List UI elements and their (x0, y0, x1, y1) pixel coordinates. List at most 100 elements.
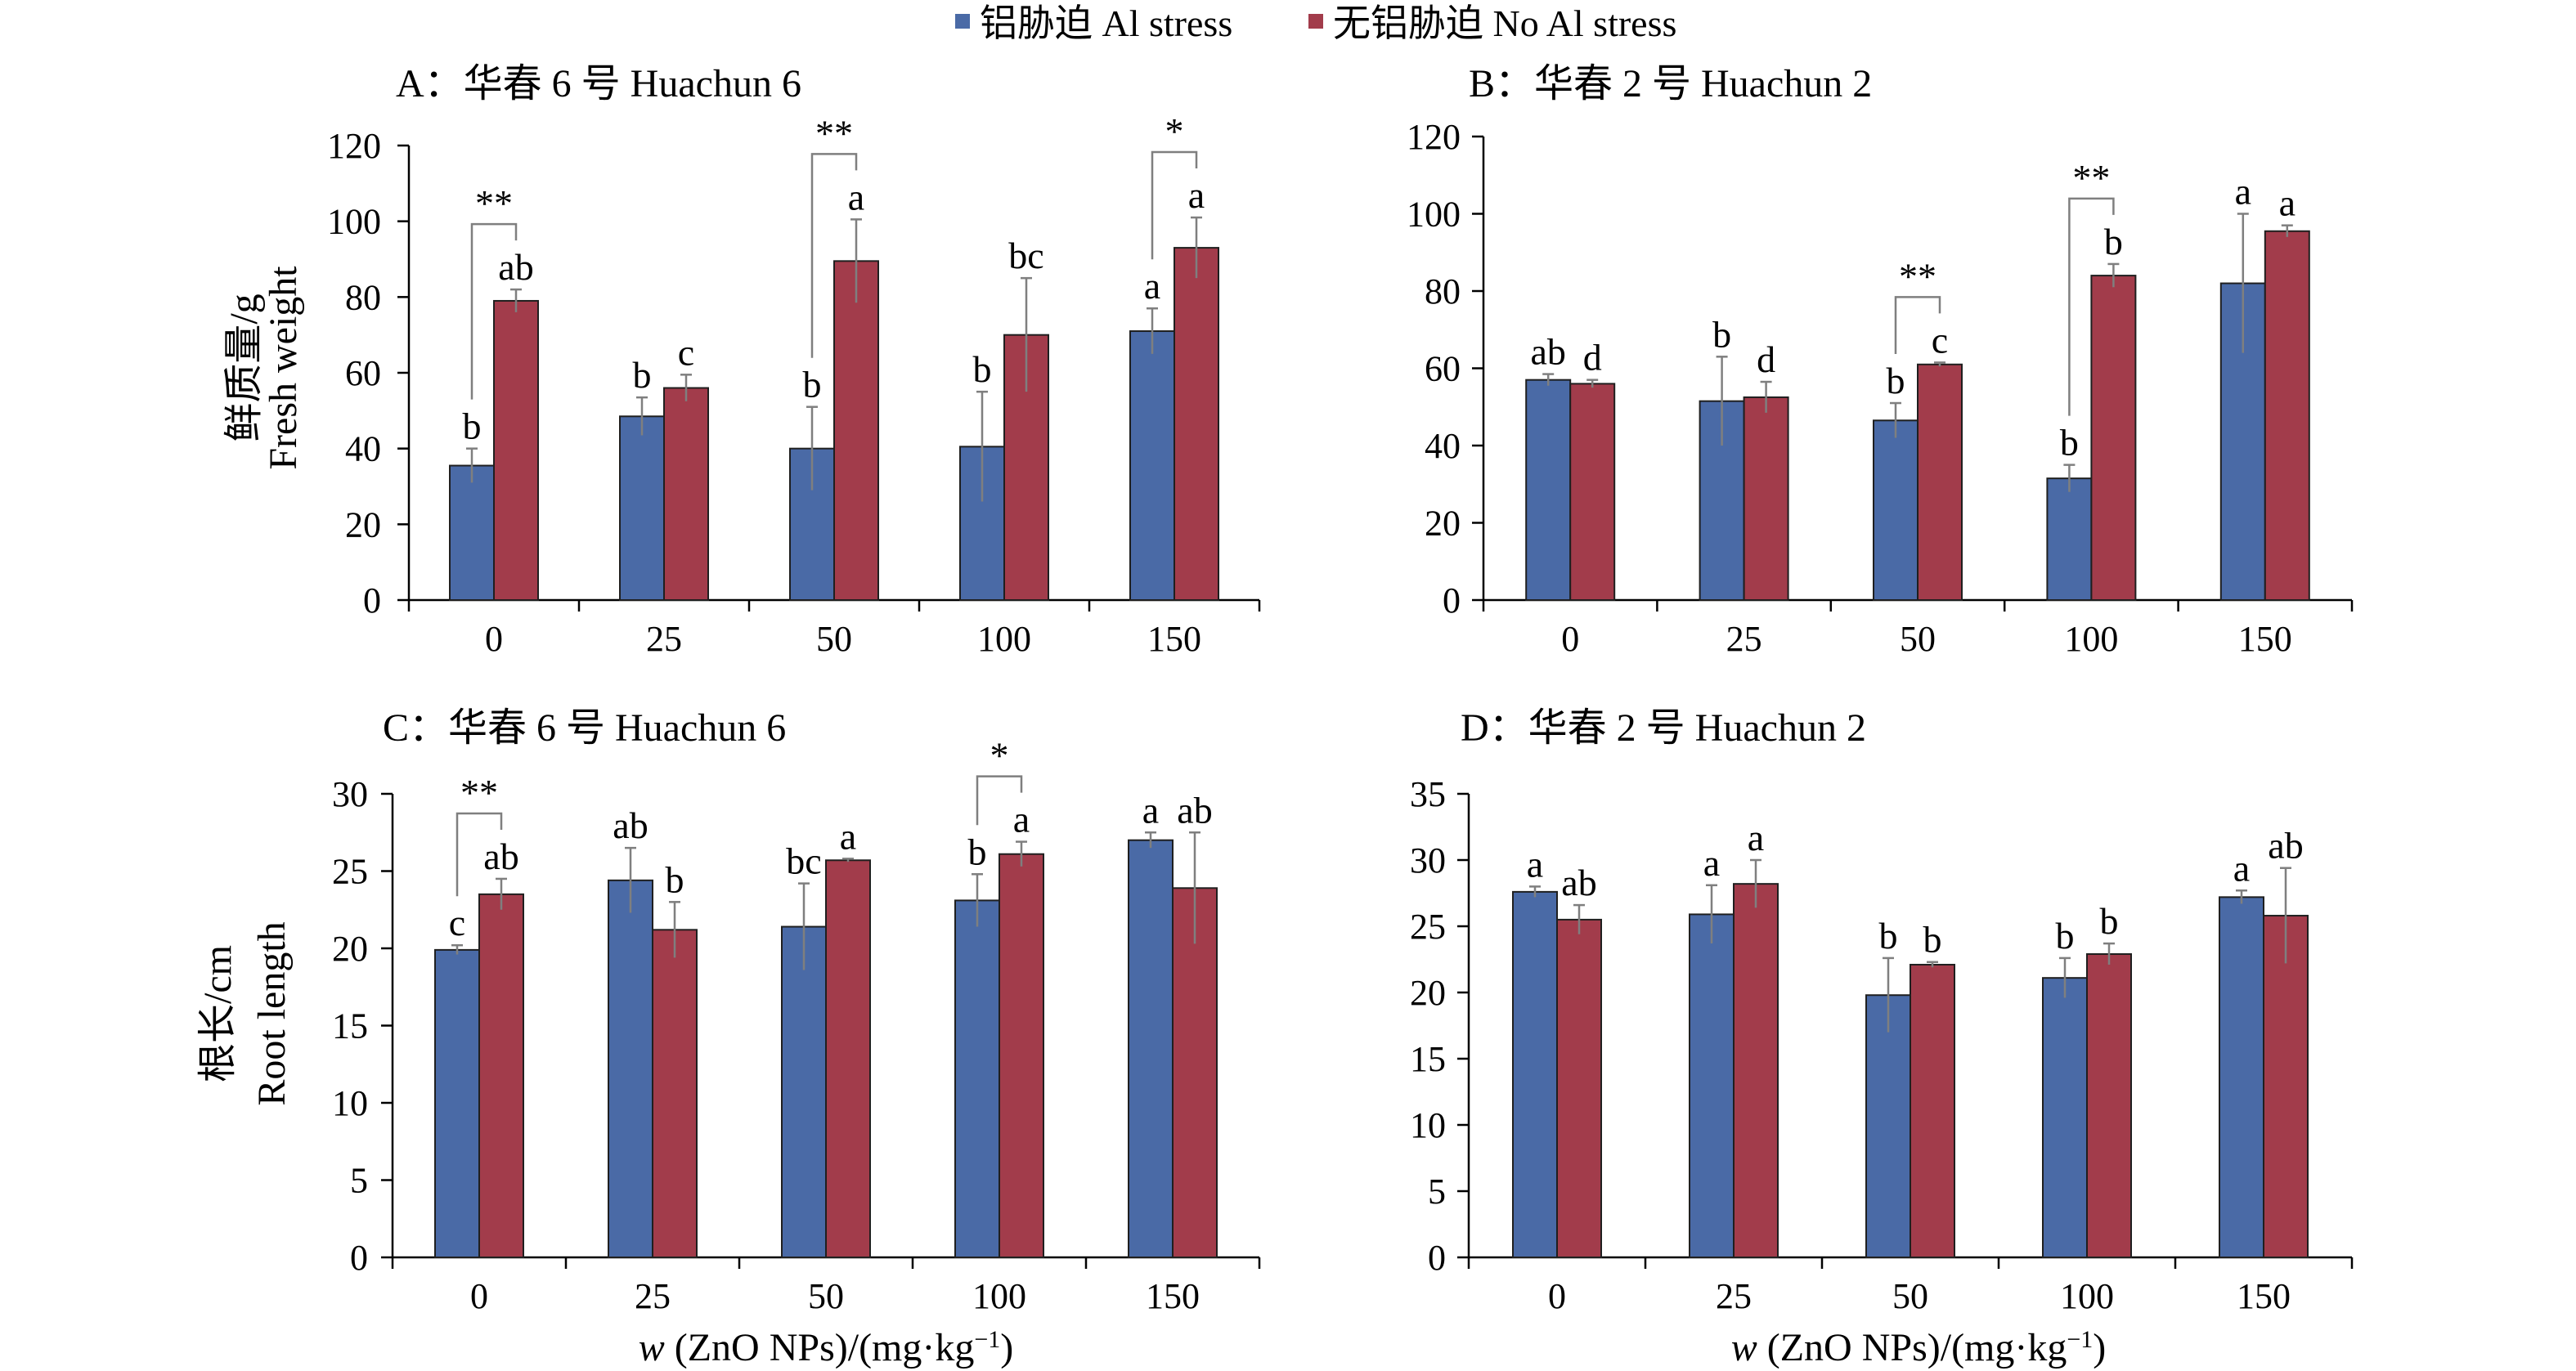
panel-d-xtick-label: 100 (2060, 1276, 2114, 1316)
panel-b-bar-no-al-stress (2090, 275, 2137, 601)
panel-c-ytick-label: 30 (332, 774, 368, 814)
x-axis-label-left: w (ZnO NPs)/(mg·kg−1) (639, 1326, 1014, 1370)
panel-d-xtick-label: 0 (1548, 1276, 1566, 1316)
panel-a-significance-letter: c (678, 331, 694, 373)
panel-b-xtick-label: 100 (2064, 619, 2118, 659)
panel-c-significance-bracket (456, 812, 503, 897)
panel-d-bar-no-al-stress (1556, 918, 1602, 1259)
panel-a-xtick-label: 0 (485, 619, 503, 659)
panel-a-significance-stars: ** (475, 182, 513, 224)
legend-label-no-al-stress: 无铝胁迫 No Al stress (1333, 2, 1676, 44)
panel-b-bar-no-al-stress (1917, 363, 1963, 601)
panel-c-significance-letter: b (968, 831, 987, 872)
panel-c-ytick-label: 15 (332, 1006, 368, 1046)
panel-b-significance-letter: a (2235, 171, 2251, 213)
panel-a-bar-no-al-stress (493, 299, 539, 601)
panel-b-significance-letter: ab (1530, 331, 1565, 373)
panel-c-bar-al-stress (608, 879, 653, 1258)
panel-d-xtick-label: 150 (2237, 1276, 2291, 1316)
panel-c-xtick-label: 50 (808, 1276, 844, 1316)
panel-d-ytick-label: 35 (1410, 774, 1446, 814)
panel-b-ytick-label: 120 (1407, 117, 1461, 157)
panel-d-significance-letter: a (1527, 843, 1543, 885)
panel-a-significance-letter: ab (498, 246, 533, 288)
panel-b-ytick-label: 100 (1407, 195, 1461, 235)
panel-d-significance-letter: ab (2268, 825, 2303, 867)
panel-d-bar-al-stress (1689, 913, 1735, 1259)
panel-a-significance-letter: a (1144, 265, 1160, 307)
panel-b-significance-letter: a (2279, 182, 2296, 224)
panel-c-significance-letter: a (1142, 789, 1159, 831)
panel-c-bar-al-stress (781, 925, 827, 1259)
panel-c-xtick-label: 100 (972, 1276, 1026, 1316)
panel-c-significance-letter: ab (483, 836, 518, 877)
panel-b-significance-bracket (1894, 296, 1941, 355)
panel-a-significance-letter: b (803, 364, 822, 405)
panel-d-significance-letter: a (2233, 847, 2250, 889)
panel-d-ytick-label: 20 (1410, 973, 1446, 1013)
panel-d-xtick-label: 50 (1892, 1276, 1928, 1316)
panel-c-ytick-label: 0 (350, 1238, 368, 1278)
panel-a-significance-letter: b (463, 405, 482, 447)
panel-b-significance-letter: c (1932, 319, 1948, 361)
panel-c-significance-letter: b (666, 858, 684, 900)
panel-a-bar-no-al-stress (663, 387, 709, 601)
panel-a-title: A：华春 6 号 Huachun 6 (396, 62, 801, 105)
panel-d-bar-al-stress (2219, 896, 2264, 1258)
panel-b-title: B：华春 2 号 Huachun 2 (1469, 62, 1872, 105)
panel-c-bar-no-al-stress (999, 853, 1044, 1258)
panel-a-significance-bracket (470, 222, 518, 400)
panel-d-ytick-label: 25 (1410, 907, 1446, 947)
panel-b-bar-no-al-stress (1569, 383, 1616, 601)
panel-a-ytick-label: 60 (345, 353, 381, 393)
legend: 铝胁迫 Al stress 无铝胁迫 No Al stress (955, 2, 1676, 44)
panel-a-ytick-label: 120 (327, 126, 381, 166)
panel-a-significance-stars: * (1165, 110, 1184, 152)
panel-d-significance-letter: b (2100, 900, 2119, 942)
panel-b-bar-no-al-stress (1743, 396, 1789, 601)
panel-c-significance-stars: ** (460, 772, 498, 813)
panel-c-ytick-label: 20 (332, 929, 368, 969)
panel-c-significance-letter: c (449, 902, 465, 943)
panel-b-significance-letter: d (1583, 337, 1602, 379)
panel-b-xtick-label: 25 (1726, 619, 1762, 659)
panel-c-significance-letter: a (840, 815, 856, 857)
panel-a-xtick-label: 50 (816, 619, 852, 659)
panel-d-ytick-label: 30 (1410, 840, 1446, 880)
panel-b-significance-letter: b (2104, 221, 2123, 262)
panel-c-bar-al-stress (434, 948, 480, 1258)
panel-d-ytick-label: 5 (1428, 1172, 1446, 1212)
panel-d-significance-letter: a (1703, 842, 1720, 884)
panel-b-xtick-label: 50 (1900, 619, 1936, 659)
panel-b-ytick-label: 40 (1425, 426, 1461, 466)
legend-swatch-no-al-stress (1308, 14, 1323, 29)
panel-a-significance-letter: a (848, 176, 864, 217)
panel-b-significance-letter: d (1757, 338, 1775, 380)
panel-b-bar-al-stress (1873, 419, 1919, 601)
panel-b-significance-stars: ** (2072, 157, 2110, 199)
panel-c-ytick-label: 25 (332, 852, 368, 892)
legend-label-al-stress: 铝胁迫 Al stress (980, 2, 1232, 44)
panel-d-significance-letter: b (2056, 915, 2075, 957)
panel-a-bar-no-al-stress (833, 260, 879, 601)
panel-c-bar-no-al-stress (652, 929, 698, 1258)
panel-a-ytick-label: 0 (363, 580, 381, 621)
panel-a-significance-letter: b (973, 348, 992, 390)
panel-c-bar-no-al-stress (478, 893, 524, 1258)
panel-c-xtick-label: 0 (470, 1276, 488, 1316)
panel-c-xtick-label: 25 (635, 1276, 671, 1316)
panel-a-ylabel-cn: 鲜质量/g (222, 293, 266, 441)
panel-d-significance-letter: b (1923, 919, 1942, 961)
panel-b-significance-letter: b (2060, 422, 2079, 464)
panel-b-significance-stars: ** (1899, 255, 1936, 297)
panel-d-bar-al-stress (2042, 977, 2088, 1259)
panel-a-xtick-label: 150 (1147, 619, 1201, 659)
panel-d-bar-no-al-stress (1733, 883, 1779, 1259)
panel-c-significance-bracket (976, 775, 1023, 826)
panel-a-bar-al-stress (1129, 330, 1175, 601)
panel-c-significance-letter: bc (786, 840, 821, 882)
panel-b-ytick-label: 0 (1443, 580, 1461, 621)
panel-a-significance-stars: ** (815, 112, 853, 154)
